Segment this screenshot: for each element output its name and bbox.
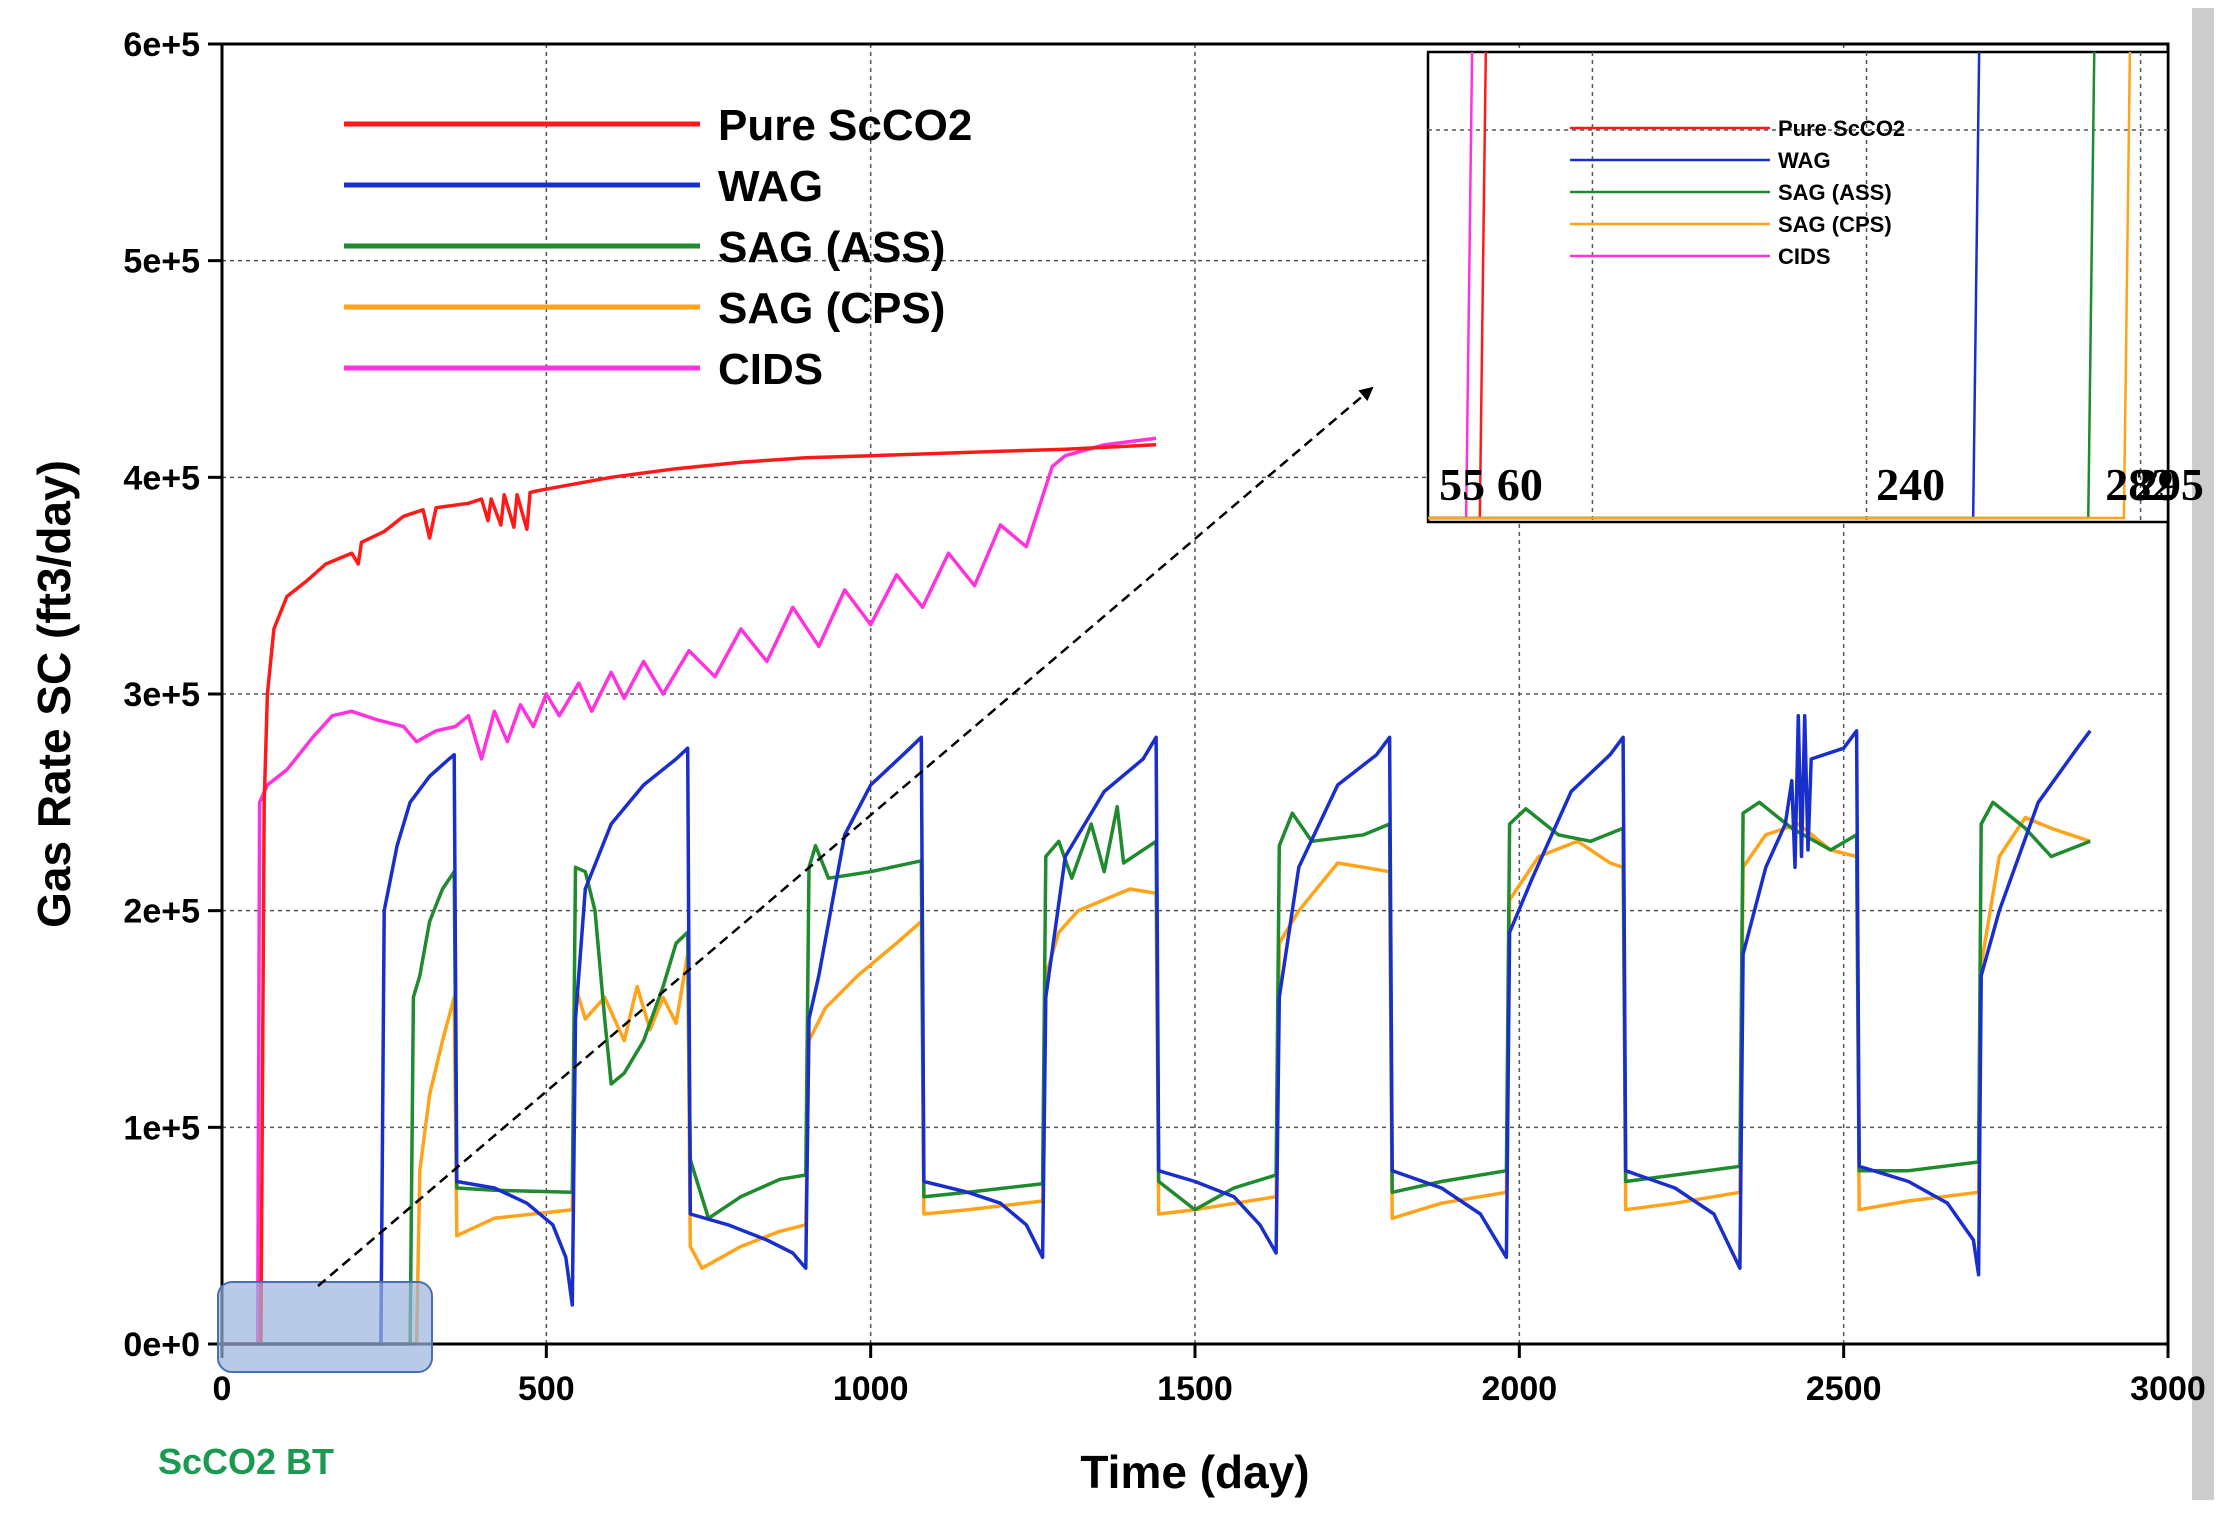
legend-label-wag: WAG xyxy=(718,162,823,211)
legend-label-sag-cps: SAG (CPS) xyxy=(718,284,945,333)
x-tick-labels: 0 500 1000 1500 2000 2500 3000 xyxy=(213,1370,2206,1408)
legend: Pure ScCO2 WAG SAG (ASS) SAG (CPS) CIDS xyxy=(344,101,972,394)
right-edge-strip xyxy=(2192,8,2214,1500)
x-tick-label: 1500 xyxy=(1157,1370,1233,1408)
breakthrough-highlight-box xyxy=(217,1281,433,1373)
inset-bt-day-282: 282 xyxy=(2105,459,2174,510)
inset-bt-day-240: 240 xyxy=(1876,459,1945,510)
inset-zoom-panel: Pure ScCO2 WAG SAG (ASS) SAG (CPS) CIDS 55 60… xyxy=(1426,50,2204,524)
legend-label-cids: CIDS xyxy=(718,345,823,394)
inset-line-sag-cps xyxy=(1428,51,2132,520)
y-axis-title: Gas Rate SC (ft3/day) xyxy=(28,460,80,928)
bt-label: ScCO2 BT xyxy=(158,1441,334,1482)
y-tick-label: 0e+0 xyxy=(123,1326,200,1364)
y-tick-label: 3e+5 xyxy=(123,676,200,714)
y-tick-label: 4e+5 xyxy=(123,459,200,497)
series-line-wag xyxy=(222,713,2092,1346)
x-tick-label: 3000 xyxy=(2130,1370,2206,1408)
legend-label-pure-scco2: Pure ScCO2 xyxy=(718,101,972,150)
inset-bt-day-55: 55 xyxy=(1439,459,1485,510)
series-line-cids xyxy=(222,436,1157,1346)
x-axis-title: Time (day) xyxy=(1080,1446,1309,1498)
inset-legend-label-sag-cps: SAG (CPS) xyxy=(1778,212,1892,237)
inset-legend-label-sag-ass: SAG (ASS) xyxy=(1778,180,1892,205)
legend-label-sag-ass: SAG (ASS) xyxy=(718,223,945,272)
inset-legend-label-cids: CIDS xyxy=(1778,244,1831,269)
series-line-sag-cps xyxy=(222,815,2091,1346)
x-tick-label: 2500 xyxy=(1806,1370,1882,1408)
inset-legend-label-pure-scco2: Pure ScCO2 xyxy=(1778,116,1905,141)
y-tick-label: 5e+5 xyxy=(123,243,200,281)
inset-bt-day-295: 295 xyxy=(2135,459,2204,510)
x-tick-label: 500 xyxy=(518,1370,575,1408)
inset-legend-label-wag: WAG xyxy=(1778,148,1831,173)
ticks xyxy=(208,42,2170,1358)
y-tick-labels: 0e+0 1e+5 2e+5 3e+5 4e+5 5e+5 6e+5 xyxy=(123,26,200,1364)
y-tick-label: 1e+5 xyxy=(123,1109,200,1147)
x-tick-label: 2000 xyxy=(1482,1370,1558,1408)
series-lines xyxy=(222,436,2092,1346)
series-line-pure-scco2 xyxy=(222,443,1157,1346)
y-tick-label: 6e+5 xyxy=(123,26,200,64)
inset-legend: Pure ScCO2 WAG SAG (ASS) SAG (CPS) CIDS xyxy=(1570,116,1905,269)
inset-bt-day-60: 60 xyxy=(1497,459,1543,510)
y-tick-label: 2e+5 xyxy=(123,893,200,931)
x-tick-label: 1000 xyxy=(833,1370,909,1408)
inset-pointer-arrow xyxy=(317,386,1374,1287)
x-tick-label: 0 xyxy=(213,1370,232,1408)
